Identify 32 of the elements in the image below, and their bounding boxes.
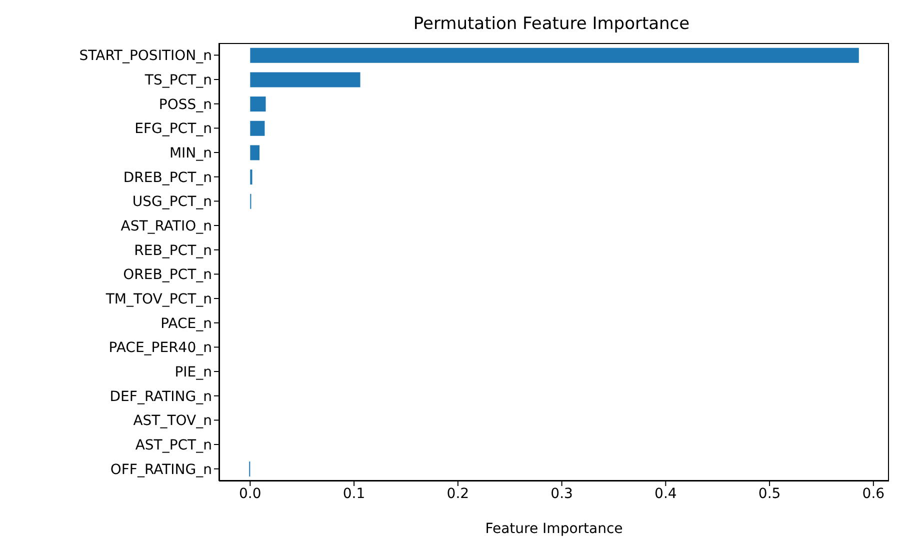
- y-tick-label: REB_PCT_n: [134, 242, 212, 259]
- y-tick-label: DREB_PCT_n: [123, 170, 212, 186]
- y-tick-label: POSS_n: [158, 96, 212, 113]
- x-tick-label: 0.6: [862, 486, 885, 502]
- y-tick-label: AST_TOV_n: [133, 413, 212, 430]
- y-tick-label: PACE_PER40_n: [108, 340, 212, 356]
- y-tick-label: TS_PCT_n: [144, 72, 212, 88]
- y-tick-label: DEF_RATING_n: [110, 388, 212, 405]
- y-tick-label: TM_TOV_PCT_n: [104, 291, 212, 308]
- y-tick-label: OREB_PCT_n: [123, 267, 212, 284]
- y-tick-label: PACE_n: [160, 316, 212, 332]
- y-tick-label: START_POSITION_n: [79, 48, 212, 64]
- y-tick-label: EFG_PCT_n: [134, 121, 212, 138]
- bar: [250, 72, 360, 88]
- bar: [250, 48, 859, 63]
- x-tick-label: 0.0: [239, 486, 262, 502]
- y-tick-label: USG_PCT_n: [132, 194, 212, 210]
- y-tick-label: OFF_RATING_n: [110, 462, 212, 478]
- x-tick-label: 0.2: [446, 486, 470, 502]
- y-tick-label: AST_RATIO_n: [120, 218, 212, 234]
- x-tick-label: 0.5: [758, 486, 781, 502]
- y-tick-label: MIN_n: [169, 145, 212, 162]
- y-tick-label: AST_PCT_n: [135, 437, 212, 454]
- y-tick-label: PIE_n: [174, 364, 212, 380]
- x-tick-label: 0.3: [550, 486, 573, 502]
- x-tick-label: 0.4: [654, 486, 677, 502]
- bar: [250, 96, 266, 112]
- bar: [250, 120, 265, 136]
- x-tick-label: 0.1: [342, 486, 366, 502]
- bar: [250, 145, 260, 160]
- x-axis-title: Feature Importance: [485, 521, 623, 537]
- chart-title: Permutation Feature Importance: [412, 14, 691, 34]
